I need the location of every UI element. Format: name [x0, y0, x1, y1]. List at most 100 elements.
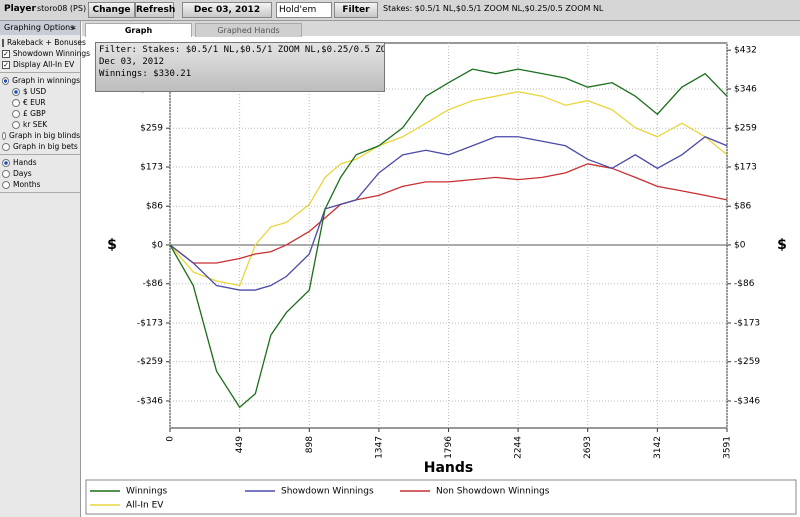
- option-label: € EUR: [23, 98, 46, 107]
- sidebar: Graphing Options « Rakeback + Bonuses ✓ Sho…: [0, 21, 90, 517]
- y-tick-label: $259: [140, 124, 163, 134]
- change-button[interactable]: Change: [88, 2, 135, 18]
- radio[interactable]: [12, 120, 20, 129]
- game-select[interactable]: Hold'em: [276, 2, 332, 18]
- x-tick-label: 1796: [444, 436, 454, 459]
- option-label: Hands: [13, 158, 37, 167]
- option-label: Graph in big blinds: [9, 131, 80, 140]
- option-row[interactable]: € EUR: [0, 97, 80, 108]
- checkbox[interactable]: ✓: [2, 49, 10, 58]
- legend-label: Winnings: [126, 487, 168, 497]
- y-tick-label: -$86: [143, 279, 164, 289]
- x-tick-label: 2693: [583, 436, 593, 459]
- option-row[interactable]: Graph in big blinds: [0, 130, 80, 141]
- checkbox[interactable]: ✓: [2, 60, 10, 69]
- radio[interactable]: [2, 131, 7, 140]
- option-label: Rakeback + Bonuses: [7, 38, 86, 47]
- option-row[interactable]: $ USD: [0, 86, 80, 97]
- player-name: storo08 (PS): [37, 4, 87, 13]
- option-label: Months: [13, 180, 41, 189]
- radio[interactable]: [2, 142, 10, 151]
- collapse-button[interactable]: «: [70, 23, 76, 32]
- radio[interactable]: [12, 98, 20, 107]
- option-label: Display All-In EV: [13, 60, 75, 69]
- x-tick-label: 898: [305, 436, 315, 453]
- y-tick-label: -$259: [137, 357, 163, 367]
- y2-tick-label: -$173: [734, 318, 760, 328]
- series-line: [169, 91, 728, 287]
- y-axis-label: $: [107, 237, 117, 253]
- x-tick-label: 1347: [374, 436, 384, 459]
- radio[interactable]: [2, 180, 10, 189]
- filter-button[interactable]: Filter: [334, 2, 378, 18]
- option-label: Graph in big bets: [13, 142, 78, 151]
- option-label: Days: [13, 169, 32, 178]
- x-tick-label: 449: [235, 436, 245, 453]
- x-tick-label: 3142: [653, 436, 663, 459]
- option-label: Graph in winnings: [12, 76, 80, 85]
- sidebar-title-text: Graphing Options: [4, 23, 75, 32]
- y2-tick-label: $0: [734, 240, 746, 250]
- y2-axis-label: $: [777, 237, 787, 253]
- option-label: kr SEK: [23, 120, 48, 129]
- option-row[interactable]: Months: [0, 179, 80, 190]
- radio[interactable]: [2, 169, 10, 178]
- option-label: £ GBP: [23, 109, 46, 118]
- y2-tick-label: $86: [734, 202, 751, 212]
- y2-tick-label: -$259: [734, 357, 760, 367]
- checkbox-group: Rakeback + Bonuses ✓ Showdown Winnings ✓ Dis…: [0, 35, 90, 73]
- x-tick-label: 0: [166, 436, 176, 442]
- refresh-button[interactable]: Refresh: [135, 2, 175, 18]
- y-tick-label: $173: [140, 162, 163, 172]
- option-row[interactable]: ✓ Display All-In EV: [0, 59, 80, 70]
- series-line: [169, 68, 728, 409]
- radio[interactable]: [12, 87, 20, 96]
- radio[interactable]: [2, 76, 10, 85]
- tab[interactable]: Graph: [85, 23, 192, 37]
- option-row[interactable]: Rakeback + Bonuses: [0, 37, 86, 48]
- y2-tick-label: $432: [734, 46, 757, 56]
- x-axis-label: Hands: [424, 460, 474, 476]
- player-label: Player: [4, 4, 36, 14]
- info-box: Filter: Stakes: $0.5/1 NL,$0.5/1 ZOOM NL…: [95, 42, 385, 92]
- series-line: [169, 163, 728, 264]
- tab[interactable]: Graphed Hands: [195, 23, 302, 37]
- option-row[interactable]: £ GBP: [0, 108, 80, 119]
- tab-bar: Graph Graphed Hands: [82, 21, 800, 37]
- toolbar: Player storo08 (PS) Change Refresh Dec 0…: [0, 0, 800, 21]
- y-tick-label: $0: [152, 240, 164, 250]
- y-tick-label: -$173: [137, 318, 163, 328]
- checkbox[interactable]: [2, 38, 4, 47]
- option-row[interactable]: Graph in big bets: [0, 141, 80, 152]
- y-tick-label: $86: [146, 202, 163, 212]
- y2-tick-label: -$346: [734, 396, 760, 406]
- option-row[interactable]: kr SEK: [0, 119, 80, 130]
- y-tick-label: -$346: [137, 396, 163, 406]
- radio[interactable]: [12, 109, 20, 118]
- radio[interactable]: [2, 158, 10, 167]
- legend-box: [85, 479, 797, 515]
- chart: $346 $259 $173 $86 $0 -$86 -$173 -$259 -$346 $432…: [85, 42, 797, 515]
- legend-label: Showdown Winnings: [281, 487, 374, 497]
- info-winnings: Winnings: $330.21: [99, 69, 192, 79]
- x-tick-label: 3591: [723, 436, 733, 459]
- legend-label: Non Showdown Winnings: [436, 487, 550, 497]
- option-label: $ USD: [23, 87, 47, 96]
- option-label: Showdown Winnings: [12, 49, 91, 58]
- y2-tick-label: $346: [734, 84, 757, 94]
- sidebar-title: Graphing Options «: [0, 21, 80, 35]
- option-row[interactable]: ✓ Showdown Winnings: [0, 48, 90, 59]
- y2-tick-label: -$86: [734, 279, 755, 289]
- option-row[interactable]: Days: [0, 168, 80, 179]
- date-button[interactable]: Dec 03, 2012: [182, 2, 272, 18]
- info-filter: Filter: Stakes: $0.5/1 NL,$0.5/1 ZOOM NL…: [99, 45, 385, 55]
- info-date: Dec 03, 2012: [99, 57, 165, 67]
- series-line: [169, 136, 728, 291]
- period-group: Hands Days Months: [0, 155, 80, 193]
- legend-label: All-In EV: [126, 501, 164, 511]
- y2-tick-label: $173: [734, 162, 757, 172]
- option-row[interactable]: Hands: [0, 157, 80, 168]
- option-row[interactable]: Graph in winnings: [0, 75, 80, 86]
- x-tick-label: 2244: [514, 436, 524, 459]
